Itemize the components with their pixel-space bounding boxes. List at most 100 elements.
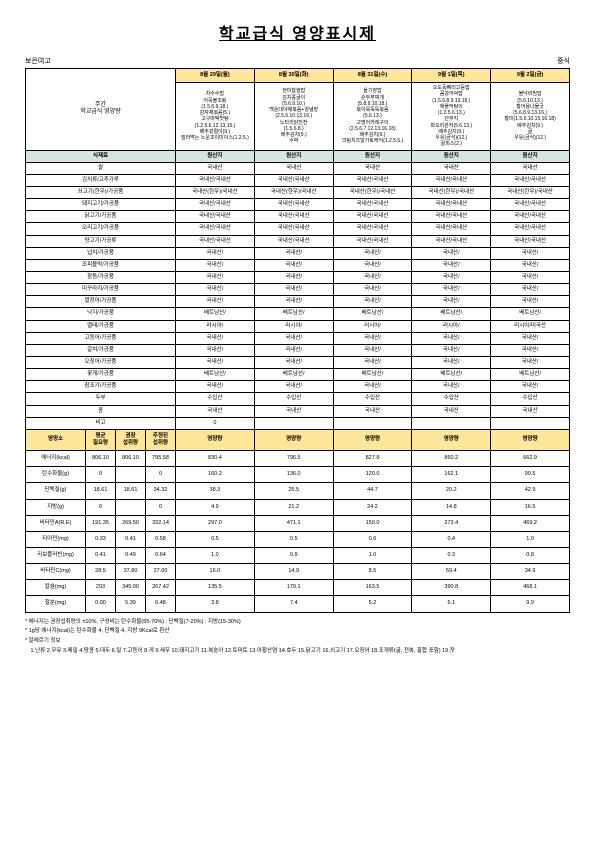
nutrient-value: 469.2 [491,515,570,531]
origin-cell: 국내산/ [412,357,491,369]
ingredient-row: 쇠고기(한우)/가공품국내산(한우)/국내산국내산(한우)/국내산국내산(한우)… [26,187,570,199]
origin-cell: 국내산 [333,162,412,174]
origin-cell: 국내산 [176,405,255,417]
nutrient-value: 14.8 [412,499,491,515]
ingredient-name: 오리고기/가공품 [26,223,176,235]
nutr-col: 권장 섭취량 [116,429,146,450]
ingredient-header-row: 식재료 원산지 원산지 원산지 원산지 원산지 [26,150,570,162]
nutr-col: 영양량 [491,429,570,450]
origin-cell: 국내산/국내산 [176,174,255,186]
origin-cell: 국내산/ [254,381,333,393]
nutrient-value: 827.8 [333,451,412,467]
origin-cell: 0 [176,417,255,429]
ingredient-name: 두부 [26,393,176,405]
origin-cell: 국내산(한우)/국내산 [254,187,333,199]
nutrient-value: 14.9 [254,564,333,580]
nutrient-value [116,499,146,515]
date-cell: 9월 2일(금) [491,69,570,83]
origin-cell: 국내산/국내산 [254,199,333,211]
origin-cell: 국내산/ [254,247,333,259]
origin-cell: 국내산/ [176,247,255,259]
ingredient-row: 멸태/가공품러시아/러시아/러시아/러시아/러시아/미국산 [26,320,570,332]
ingredient-row: 낙지/가공품베트남산/베트남산/베트남산/베트남산/베트남산/ [26,308,570,320]
nutrient-value: 44.7 [333,483,412,499]
nutrient-value: 9.9 [491,596,570,612]
origin-cell: 국내산/ [491,381,570,393]
ingredient-name: 돼지고기/가공품 [26,199,176,211]
origin-cell: 국내산/ [254,284,333,296]
nutr-col: 영양량 [176,429,255,450]
ingredient-row: 갈치/가공품국내산/국내산/국내산/국내산/국내산/ [26,344,570,356]
main-table: 주간 학교급식 영양량 8월 29일(월) 8월 30일(화) 8월 31일(수… [25,68,570,613]
ingredient-row: 미꾸라지/가공품국내산/국내산/국내산/국내산/국내산/ [26,284,570,296]
nutrient-row: 지방(g)004.921.224.214.816.5 [26,499,570,515]
menu-cell: 올기장밥 순두부찌개 (5.8.9.10.18.) 볶이묵뚝뚝볶음 (5.6.1… [333,83,412,151]
nutrient-header-row: 영양소 평균 필요량 권장 섭취량 추정된 섭취량 영양량 영양량 영양량 영양… [26,429,570,450]
nutrient-name: 에너지(kcal) [26,451,86,467]
origin-cell: 수입산 [333,393,412,405]
origin-cell: 국내산/ [333,381,412,393]
nutrient-name: 지방(g) [26,499,86,515]
origin-cell: 국내산/ [412,284,491,296]
ingredient-row: 조피볼락/가공품국내산/국내산/국내산/국내산/국내산/ [26,259,570,271]
origin-cell: 국내산/국내산 [333,199,412,211]
origin-cell: 국내산/ [412,296,491,308]
ingredient-row: 양고기/가공류국내산/국내산국내산/국내산국내산/국내산국내산/국내산국내산/국… [26,235,570,247]
origin-cell: 국내산/ [333,259,412,271]
origin-cell: 국내산/ [491,357,570,369]
origin-cell: 국내산/국내산 [333,211,412,223]
nutrient-name: 리보플라빈(mg) [26,548,86,564]
nutr-col: 영양량 [254,429,333,450]
origin-cell: 베트남산/ [254,308,333,320]
origin-cell: 국내산/국내산 [491,199,570,211]
origin-label: 원산지 [491,150,570,162]
nutrient-name: 철분(mg) [26,596,86,612]
origin-cell: 국내산/국내산 [491,174,570,186]
origin-cell: 러시아/ [412,320,491,332]
nutrient-value: 0.4 [412,531,491,547]
origin-cell: 수입산 [491,393,570,405]
date-row: 주간 학교급식 영양량 8월 29일(월) 8월 30일(화) 8월 31일(수… [26,69,570,83]
footer-note: * 1g당 에너지(kcal)는 탄수화물 4, 단백질 4, 지방 9Kcal… [25,628,570,636]
nutrient-value: 34.9 [491,564,570,580]
origin-cell: 국내산 [254,162,333,174]
origin-cell: 국내산/ [412,259,491,271]
ingredient-name: 미꾸라지/가공품 [26,284,176,296]
nutrient-value: 796.5 [254,451,333,467]
origin-cell: 국내산/국내산 [412,174,491,186]
ingredient-name: 넙치/가공품 [26,247,176,259]
origin-cell: 국내산/ [491,259,570,271]
footer-note: * 알레르기 정보 [25,638,570,646]
origin-cell: 국내산/국내산 [333,235,412,247]
nutrient-value: 273.4 [412,515,491,531]
origin-cell: 국내산 [412,162,491,174]
nutrient-name: 칼슘(mg) [26,580,86,596]
origin-cell: 베트남산/ [333,308,412,320]
nutrient-value: 0.64 [146,548,176,564]
nutrient-value: 4.9 [176,499,255,515]
origin-cell: 러시아/미국산 [491,320,570,332]
nutrient-value: 191.35 [86,515,116,531]
nutrient-value: 150.0 [333,515,412,531]
nutrient-value: 136.0 [254,467,333,483]
origin-cell: 국내산/ [491,284,570,296]
ingredient-name: 오징어/가공품 [26,357,176,369]
ingredient-name: 쌀 [26,162,176,174]
nutrient-value: 28.5 [86,564,116,580]
ingredient-name: 콩 [26,405,176,417]
ingredient-name: 갈치/가공품 [26,344,176,356]
nutrient-value: 0.41 [116,531,146,547]
origin-cell: 국내산/국내산 [491,223,570,235]
origin-cell: 러시아/ [254,320,333,332]
nutrient-value: 24.2 [333,499,412,515]
origin-label: 원산지 [333,150,412,162]
origin-cell: 국내산/ [333,357,412,369]
origin-cell: 국내산/ [412,344,491,356]
origin-cell: 국내산/ [491,344,570,356]
nutr-col: 영양량 [333,429,412,450]
nutrient-value: 0.58 [146,531,176,547]
meal-type: 중식 [557,56,570,66]
origin-cell: 국내산/ [491,332,570,344]
ingredient-name: 닭고기/가공품 [26,211,176,223]
origin-cell: 국내산(한우)/국내산 [333,187,412,199]
